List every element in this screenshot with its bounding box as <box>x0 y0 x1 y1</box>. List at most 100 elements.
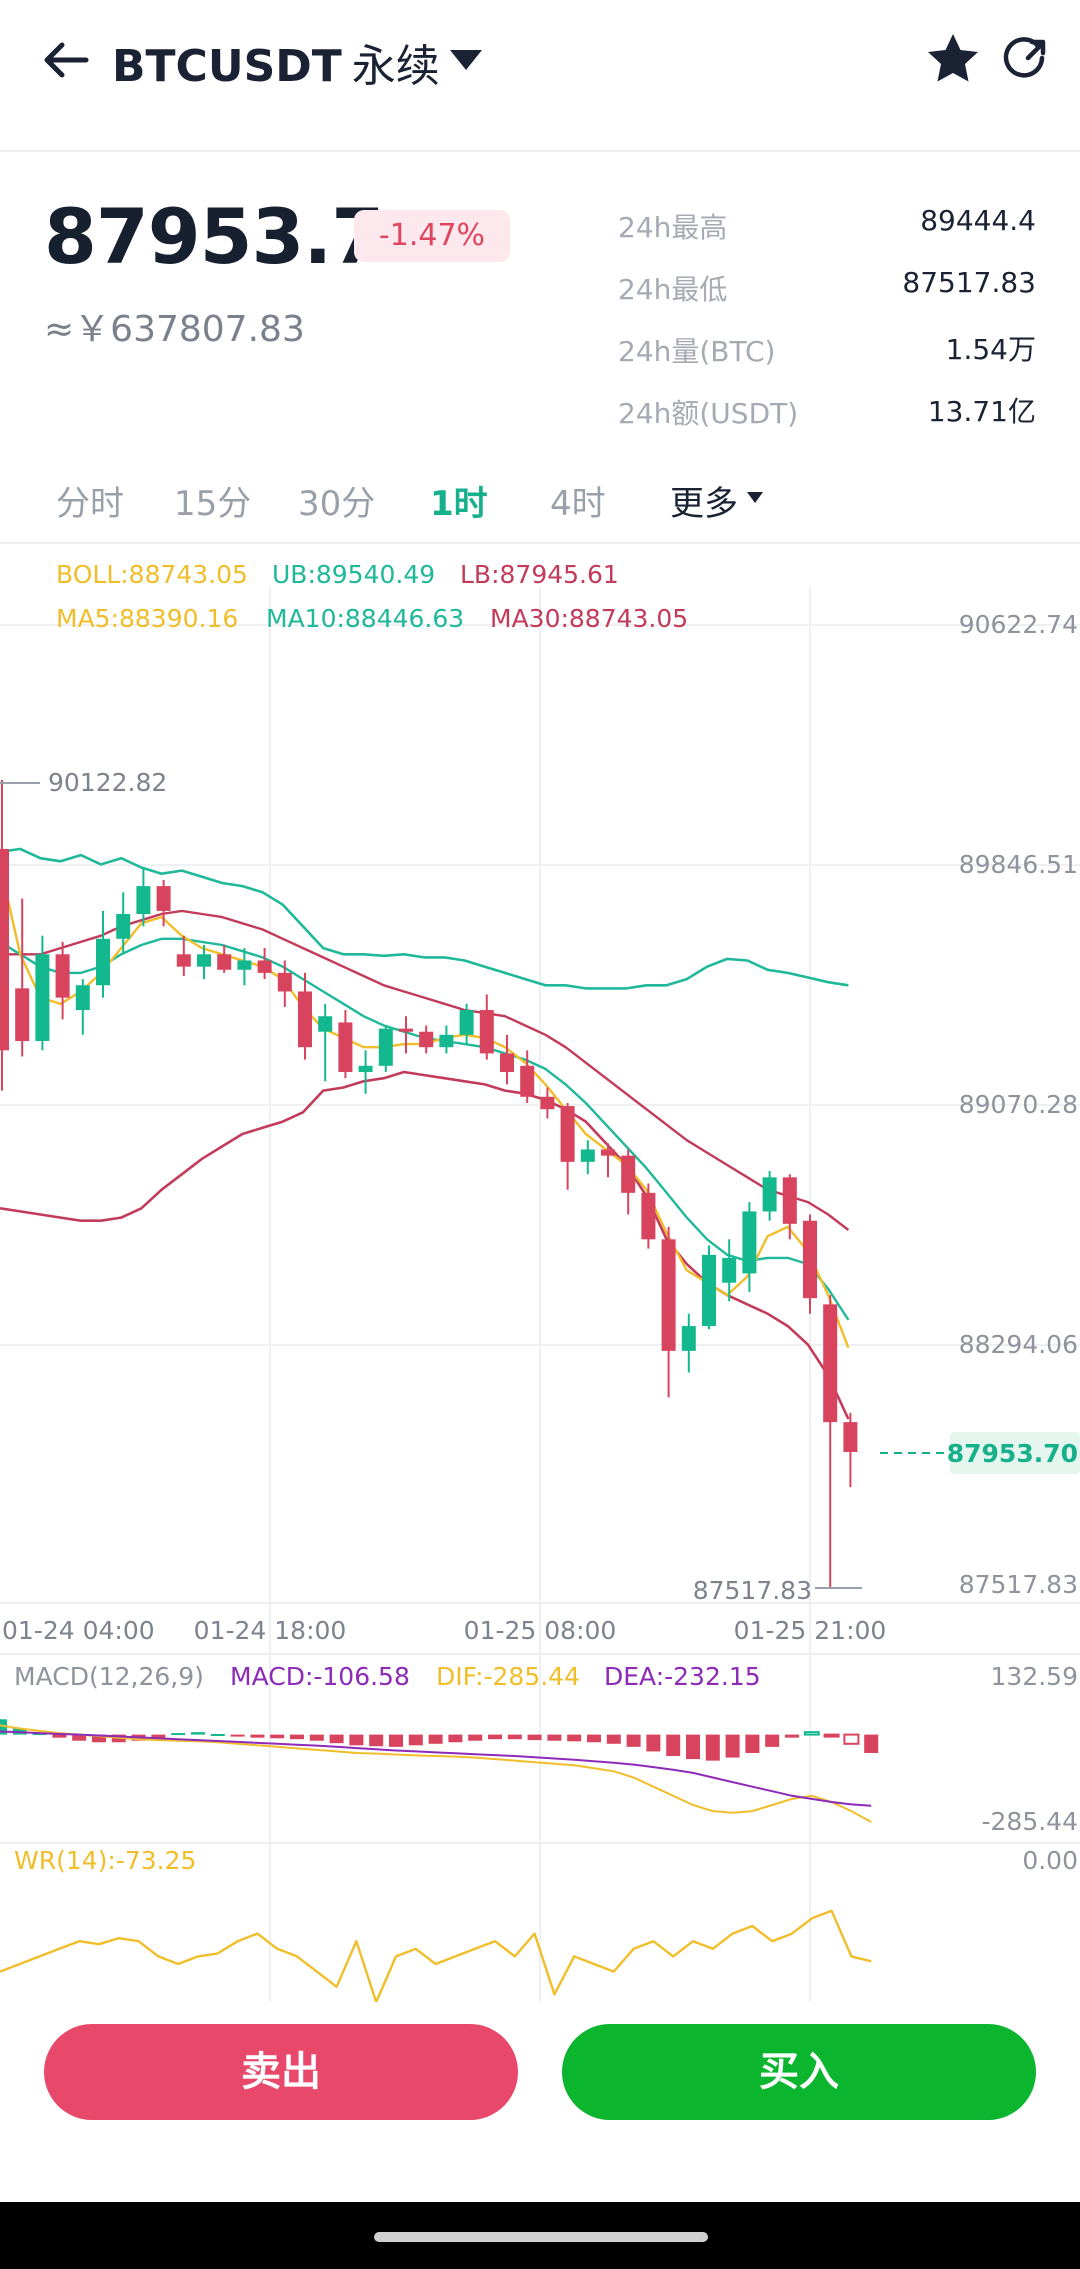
candle-body <box>782 1177 797 1224</box>
candle-body <box>419 1031 434 1048</box>
stat-value: 1.54万 <box>945 333 1036 366</box>
stat-volume: 24h量(BTC) 1.54万 <box>618 324 1038 386</box>
kline-chart-svg[interactable]: BOLL:88743.05 UB:89540.49 LB:87945.61 MA… <box>0 546 1080 2002</box>
macd-bar <box>309 1734 324 1741</box>
tab-more[interactable]: 更多 <box>670 484 738 524</box>
wr-line <box>0 1909 872 2002</box>
macd-bar <box>468 1734 483 1741</box>
macd-bar <box>843 1733 860 1745</box>
macd-bar <box>290 1734 304 1740</box>
tab-4h[interactable]: 4时 <box>550 484 606 524</box>
macd-y-tick: -285.44 <box>982 1807 1079 1836</box>
candle-body <box>116 913 131 939</box>
legend-ma10: MA10:88446.63 <box>266 604 464 633</box>
candle-body <box>601 1149 615 1156</box>
candle-body <box>479 1010 494 1054</box>
macd-bar <box>428 1734 443 1744</box>
candle-body <box>621 1155 636 1193</box>
candle-body <box>197 954 211 967</box>
macd-panel <box>0 1719 879 1823</box>
y-tick: 87517.83 <box>959 1570 1078 1599</box>
candle-body <box>298 991 312 1048</box>
legend-lb: LB:87945.61 <box>460 560 619 589</box>
tab-30m[interactable]: 30分 <box>298 484 376 524</box>
candle-body <box>55 954 70 998</box>
x-tick: 01-24 18:00 <box>194 1616 347 1645</box>
candle-body <box>439 1034 454 1048</box>
caret-down-icon[interactable] <box>444 42 488 78</box>
min-marker: 87517.83 <box>693 1576 812 1605</box>
y-tick: 89846.51 <box>959 850 1078 879</box>
candle-body <box>176 954 191 967</box>
macd-bar <box>686 1734 700 1760</box>
macd-bar <box>765 1734 780 1747</box>
home-indicator[interactable] <box>374 2232 708 2242</box>
candle-body <box>580 1149 595 1162</box>
macd-bar <box>547 1734 562 1741</box>
macd-bar <box>389 1734 403 1747</box>
last-price: 87953.7 <box>44 192 384 281</box>
legend-ma5: MA5:88390.16 <box>56 604 238 633</box>
candle-body <box>843 1422 858 1452</box>
candle-body <box>0 848 9 1051</box>
candle-body <box>540 1096 555 1110</box>
max-marker: 90122.82 <box>48 768 167 797</box>
top-bar: BTCUSDT 永续 <box>0 0 1080 152</box>
symbol-title[interactable]: BTCUSDT 永续 <box>112 30 440 94</box>
macd-bar <box>587 1734 601 1743</box>
macd-bar <box>329 1734 344 1744</box>
x-tick: 01-25 08:00 <box>464 1616 617 1645</box>
macd-bar <box>666 1734 681 1757</box>
candle-body <box>237 960 252 970</box>
macd-bar <box>803 1731 820 1736</box>
candle-body <box>399 1028 413 1032</box>
tab-15m[interactable]: 15分 <box>174 484 252 524</box>
legend-macd-title: MACD(12,26,9) <box>14 1662 204 1691</box>
back-arrow-icon[interactable] <box>36 30 96 90</box>
share-icon[interactable] <box>998 30 1050 88</box>
ma10-line <box>0 937 850 1321</box>
star-icon[interactable] <box>924 30 982 88</box>
candle-body <box>338 1022 353 1073</box>
dea-line <box>0 1730 872 1807</box>
stat-value: 89444.4 <box>920 204 1036 237</box>
stats-panel: 24h最高 89444.4 24h最低 87517.83 24h量(BTC) 1… <box>618 200 1038 448</box>
macd-bar <box>92 1734 106 1743</box>
candle-body <box>75 985 90 1011</box>
kline-chart[interactable]: BOLL:88743.05 UB:89540.49 LB:87945.61 MA… <box>0 546 1080 2002</box>
candle-body <box>742 1211 757 1274</box>
wr-panel <box>0 1909 872 2002</box>
macd-bar <box>448 1734 463 1743</box>
buy-button[interactable]: 买入 <box>562 2024 1036 2120</box>
candle-body <box>257 960 272 973</box>
macd-bar <box>52 1734 67 1738</box>
candle-body <box>762 1177 777 1212</box>
stat-value: 87517.83 <box>902 266 1036 299</box>
macd-bar <box>369 1734 384 1747</box>
dif-line <box>0 1724 872 1823</box>
tab-1h[interactable]: 1时 <box>430 484 488 524</box>
current-price-tag: 87953.70 <box>947 1439 1078 1468</box>
sell-button[interactable]: 卖出 <box>44 2024 518 2120</box>
contract-type: 永续 <box>351 41 440 92</box>
macd-bar <box>864 1734 879 1753</box>
candle-body <box>459 1010 474 1035</box>
candle-body <box>661 1239 676 1351</box>
tab-timeline[interactable]: 分时 <box>56 484 124 524</box>
legend-dif: DIF:-285.44 <box>436 1662 580 1691</box>
macd-bar <box>527 1734 542 1741</box>
caret-down-icon[interactable] <box>745 490 765 506</box>
legend-wr: WR(14):-73.25 <box>14 1846 196 1875</box>
legend-ma30: MA30:88743.05 <box>490 604 688 633</box>
symbol-name: BTCUSDT <box>112 41 342 92</box>
stat-label: 24h额(USDT) <box>618 397 799 430</box>
y-tick: 90622.74 <box>959 610 1078 639</box>
macd-bar <box>725 1734 740 1758</box>
stat-label: 24h最低 <box>618 273 728 306</box>
candle-body <box>217 954 232 970</box>
candle-body <box>318 1016 333 1032</box>
candle-body <box>722 1257 737 1283</box>
macd-bar <box>191 1732 205 1735</box>
macd-bar <box>250 1734 265 1738</box>
candle-body <box>560 1106 575 1162</box>
